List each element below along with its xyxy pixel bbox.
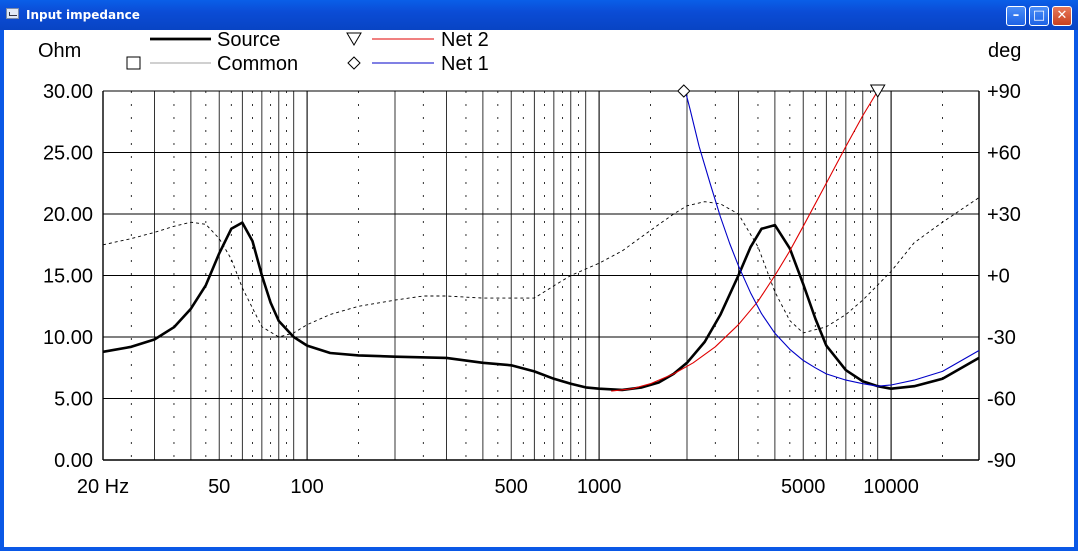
x-tick-label: 500 [495, 476, 528, 498]
maximize-button[interactable]: □ [1029, 6, 1049, 26]
legend-square-marker [127, 57, 140, 69]
legend-label-common: Common [217, 53, 298, 75]
x-tick-label: 50 [208, 476, 230, 498]
legend-diamond-marker [348, 57, 360, 69]
y-tick-label-right: -90 [987, 450, 1016, 472]
y-tick-label-right: +90 [987, 81, 1021, 103]
minimize-button[interactable]: – [1006, 6, 1026, 26]
grid [103, 91, 979, 460]
legend-label-source: Source [217, 30, 280, 51]
y-tick-label-left: 25.00 [43, 143, 93, 165]
y-tick-label-right: +60 [987, 143, 1021, 165]
minimize-icon: – [1013, 8, 1020, 23]
x-tick-label: 5000 [781, 476, 826, 498]
title-bar[interactable]: Input impedance – □ ✕ [0, 0, 1078, 30]
x-tick-label: 10000 [863, 476, 919, 498]
series-line-net-2 [611, 91, 878, 391]
close-button[interactable]: ✕ [1052, 6, 1072, 26]
legend-label-net-2: Net 2 [441, 30, 489, 51]
x-tick-label: 1000 [577, 476, 622, 498]
y-tick-label-left: 15.00 [43, 266, 93, 288]
series-line-net-1 [684, 85, 979, 386]
y-tick-label-left: 5.00 [54, 389, 93, 411]
close-icon: ✕ [1057, 8, 1068, 23]
maximize-icon: □ [1033, 8, 1045, 23]
window-title: Input impedance [26, 8, 140, 22]
y-tick-label-left: 10.00 [43, 327, 93, 349]
y-tick-label-right: +0 [987, 266, 1010, 288]
series-line-common [103, 198, 979, 337]
chart-area: 0.00 5.00 10.00 15.00 20.00 25.00 30.00 -90 -60 -… [4, 30, 1074, 547]
y-tick-label-right: -60 [987, 389, 1016, 411]
axis-labels: 0.00 5.00 10.00 15.00 20.00 25.00 30.00 -90 -60 -… [38, 40, 1021, 498]
app-chart-icon [6, 8, 19, 19]
legend-label-net-1: Net 1 [441, 53, 489, 75]
series [103, 85, 979, 391]
y-tick-label-right: +30 [987, 204, 1021, 226]
y-axis-label-left: Ohm [38, 40, 81, 62]
series-line-source [103, 223, 979, 390]
y-tick-label-left: 0.00 [54, 450, 93, 472]
impedance-chart: 0.00 5.00 10.00 15.00 20.00 25.00 30.00 -90 -60 -… [4, 30, 1074, 547]
x-tick-label: 100 [290, 476, 323, 498]
y-tick-label-left: 30.00 [43, 81, 93, 103]
y-axis-label-right: deg [988, 40, 1021, 62]
y-tick-label-left: 20.00 [43, 204, 93, 226]
y-tick-label-right: -30 [987, 327, 1016, 349]
x-tick-label: 20 Hz [77, 476, 129, 498]
net1-diamond-marker [678, 85, 690, 97]
legend-triangle-marker [347, 33, 361, 45]
